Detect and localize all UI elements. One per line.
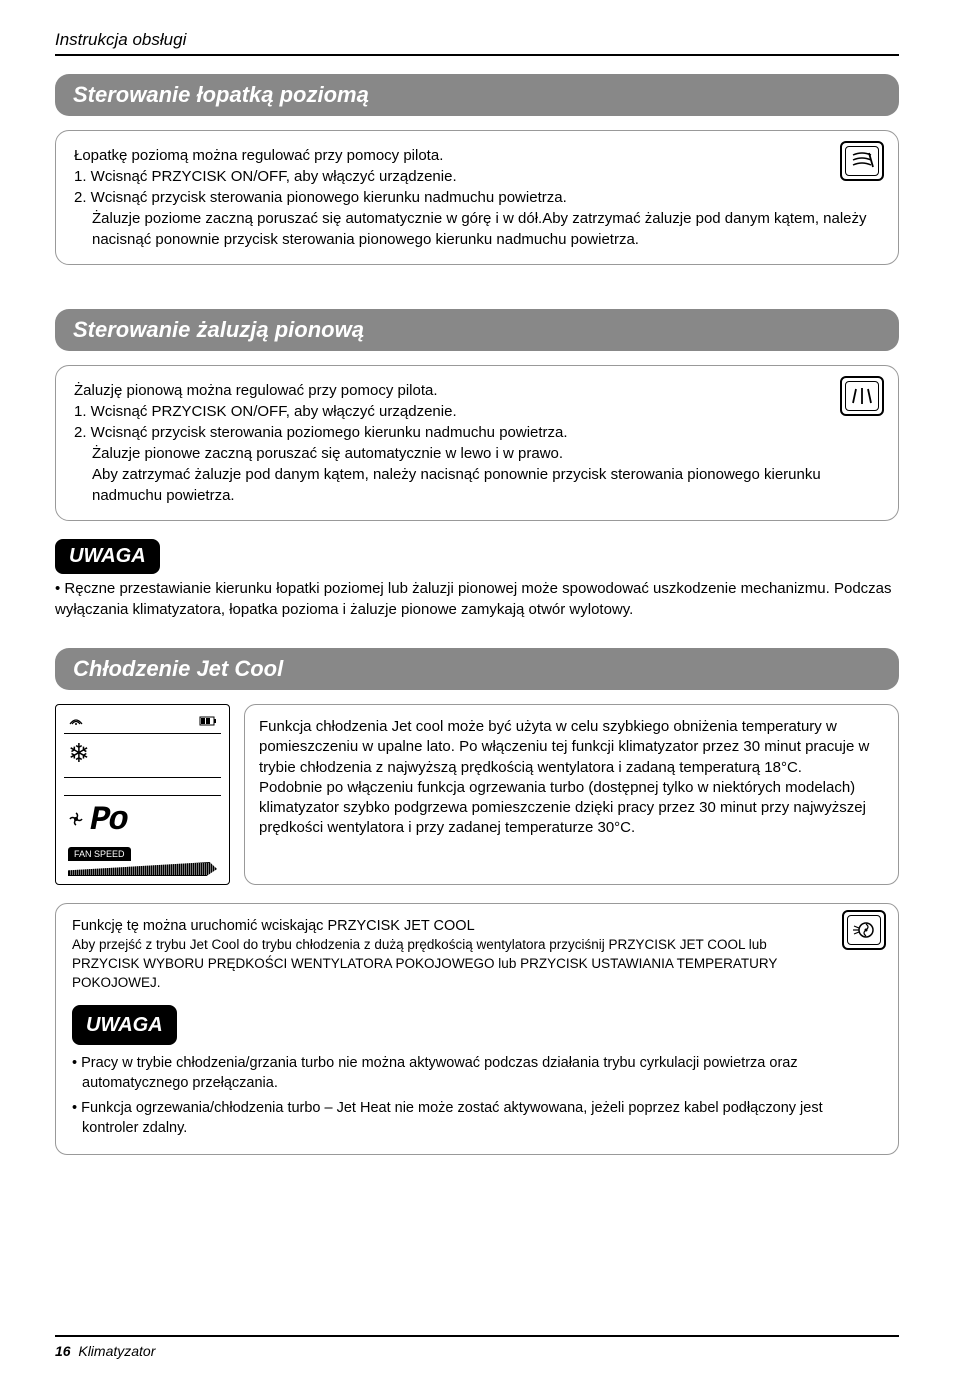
jetcool-desc1: Funkcja chłodzenia Jet cool może być uży…	[259, 717, 884, 778]
battery-icon	[199, 713, 217, 729]
fanspeed-bar	[68, 862, 217, 876]
horizontal-louver-icon	[840, 141, 884, 181]
vertical-louver-glyph	[845, 381, 879, 411]
snowflake-icon: ❄	[64, 734, 221, 778]
remote-fanspeed: FAN SPEED	[68, 844, 217, 876]
uwaga2-bullet1: • Pracy w trybie chłodzenia/grzania turb…	[72, 1053, 882, 1094]
jet-cool-glyph	[847, 915, 881, 945]
fanspeed-label: FAN SPEED	[68, 847, 131, 861]
header-rule	[55, 54, 899, 56]
uwaga1-text: • Ręczne przestawianie kierunku łopatki …	[55, 578, 899, 620]
section2-step2-detail: Żaluzje pionowe zaczną poruszać się auto…	[74, 443, 880, 464]
section3-title: Chłodzenie Jet Cool	[55, 648, 899, 690]
horizontal-louver-glyph	[845, 146, 879, 176]
footer-rule	[55, 1335, 899, 1337]
section1-step2-detail: Żaluzje poziome zaczną poruszać się auto…	[74, 208, 880, 250]
jet-cool-icon	[842, 910, 886, 950]
fan-icon	[68, 811, 84, 832]
section1-title: Sterowanie łopatką poziomą	[55, 74, 899, 116]
footer-page-number: 16	[55, 1343, 71, 1359]
section1-panel: Łopatkę poziomą można regulować przy pom…	[55, 130, 899, 265]
jetcool-bottom-line1: Funkcję tę można uruchomić wciskając PRZ…	[72, 916, 822, 936]
uwaga2-bullet2: • Funkcja ogrzewania/chłodzenia turbo – …	[72, 1098, 882, 1139]
remote-po-text: Po	[90, 802, 127, 840]
remote-blank-row	[64, 778, 221, 796]
section2-title: Sterowanie żaluzją pionową	[55, 309, 899, 351]
jetcool-bottom-line2: Aby przejść z trybu Jet Cool do trybu ch…	[72, 936, 822, 993]
section2-step2-detail2: Aby zatrzymać żaluzje pod danym kątem, n…	[74, 464, 880, 506]
section2-intro: Żaluzję pionową można regulować przy pom…	[74, 380, 880, 401]
jetcool-desc-panel: Funkcja chłodzenia Jet cool może być uży…	[244, 704, 899, 885]
jetcool-row: ❄ Po FAN SPEED Funkcja chłodzenia Jet co…	[55, 704, 899, 885]
vertical-louver-icon	[840, 376, 884, 416]
uwaga2-label: UWAGA	[72, 1005, 177, 1045]
section2-panel: Żaluzję pionową można regulować przy pom…	[55, 365, 899, 521]
section1-intro: Łopatkę poziomą można regulować przy pom…	[74, 145, 880, 166]
page-footer: 16 Klimatyzator	[55, 1335, 899, 1359]
section1-step2: 2. Wcisnąć przycisk sterowania pionowego…	[74, 187, 880, 208]
signal-icon	[68, 713, 84, 729]
section1-step1: 1. Wcisnąć PRZYCISK ON/OFF, aby włączyć …	[74, 166, 880, 187]
jetcool-desc2: Podobnie po włączeniu funkcja ogrzewania…	[259, 778, 884, 839]
uwaga1-label: UWAGA	[55, 539, 160, 574]
section2-step1: 1. Wcisnąć PRZYCISK ON/OFF, aby włączyć …	[74, 401, 880, 422]
section2-step2: 2. Wcisnąć przycisk sterowania poziomego…	[74, 422, 880, 443]
footer-label: Klimatyzator	[78, 1343, 155, 1359]
page-header-title: Instrukcja obsługi	[55, 30, 899, 50]
jetcool-bottom-panel: Funkcję tę można uruchomić wciskając PRZ…	[55, 903, 899, 1155]
remote-display: ❄ Po FAN SPEED	[55, 704, 230, 885]
